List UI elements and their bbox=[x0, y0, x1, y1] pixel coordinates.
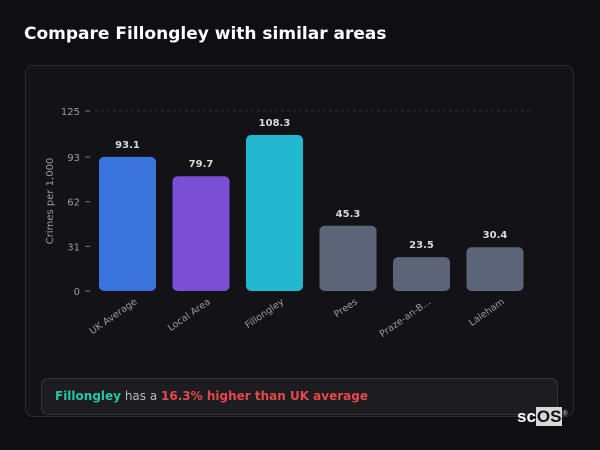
data-label: 108.3 bbox=[259, 118, 291, 129]
data-label: 23.5 bbox=[409, 240, 434, 251]
y-tick-label: 62 bbox=[67, 198, 80, 209]
y-axis-label: Crimes per 1,000 bbox=[45, 158, 56, 245]
y-tick-label: 125 bbox=[61, 107, 80, 118]
bar-praze-an-b- bbox=[393, 257, 450, 291]
y-tick-label: 0 bbox=[74, 287, 80, 298]
bar-uk-average bbox=[99, 156, 156, 291]
data-label: 45.3 bbox=[336, 209, 361, 220]
bar-local-area bbox=[172, 176, 230, 291]
bar-prees bbox=[319, 225, 377, 291]
summary-comparison: 16.3% higher than UK average bbox=[161, 389, 368, 403]
data-label: 93.1 bbox=[115, 140, 140, 151]
page-title: Compare Fillongley with similar areas bbox=[24, 24, 387, 44]
summary-box: Fillongley has a 16.3% higher than UK av… bbox=[41, 378, 558, 415]
summary-text: has a bbox=[121, 389, 162, 403]
bar-fillongley bbox=[246, 135, 303, 291]
x-tick-label: Fillongley bbox=[243, 296, 286, 331]
x-tick-label: Local Area bbox=[166, 296, 213, 333]
data-label: 79.7 bbox=[189, 159, 214, 170]
bar-laleham bbox=[466, 247, 524, 291]
y-tick-label: 31 bbox=[67, 242, 80, 253]
data-label: 30.4 bbox=[483, 230, 508, 241]
scos-logo: scOS® bbox=[517, 407, 568, 426]
x-tick-label: Prees bbox=[332, 296, 360, 320]
x-tick-label: Laleham bbox=[467, 296, 507, 328]
x-tick-label: UK Average bbox=[88, 296, 140, 337]
y-tick-label: 93 bbox=[67, 153, 80, 164]
summary-area: Fillongley bbox=[55, 389, 121, 403]
x-tick-label: Praze-an-B... bbox=[378, 296, 434, 339]
